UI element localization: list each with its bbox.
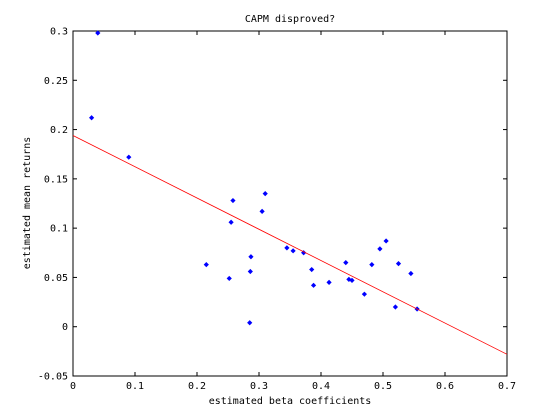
scatter-point [259,208,265,214]
x-axis-ticks: 0 0.1 0.2 0.3 0.4 0.5 0.6 0.7 [70,31,516,392]
scatter-point [383,238,389,244]
scatter-point [408,270,414,277]
plot-area [72,30,508,377]
x-tick-label: 0.1 [126,381,144,392]
scatter-point [369,262,375,268]
x-tick-label: 0.6 [436,381,454,392]
data-series [72,30,508,355]
x-tick-label: 0.5 [374,381,392,392]
scatter-point [361,291,367,297]
scatter-point [343,260,349,266]
y-tick-label: 0.15 [44,174,68,185]
scatter-point [392,304,398,310]
y-tick-label: 0 [62,322,68,333]
y-tick-label: 0.05 [44,273,68,284]
regression-line [72,135,508,355]
y-axis-ticks: -0.05 0 0.05 0.1 0.15 0.2 0.25 0.3 [38,27,507,383]
scatter-point [284,245,290,251]
scatter-point [326,279,332,285]
y-tick-label: -0.05 [38,372,68,383]
scatter-point [349,277,355,283]
chart-title: CAPM disproved? [245,14,335,25]
scatter-point [290,248,296,254]
scatter-point [247,268,253,275]
scatter-point [262,191,268,197]
y-axis-title: estimated mean returns [22,137,33,269]
scatter-point [395,261,402,267]
y-tick-label: 0.25 [44,76,68,87]
scatter-point [226,275,232,282]
scatter-point [346,276,352,282]
x-tick-label: 0.3 [250,381,268,392]
scatter-point [126,154,132,160]
x-tick-label: 0.4 [312,381,330,392]
scatter-point [89,115,95,121]
scatter-point [228,219,234,225]
x-tick-label: 0.2 [188,381,206,392]
scatter-point [309,266,315,273]
y-tick-label: 0.2 [50,125,68,136]
scatter-point [301,250,307,256]
x-tick-label: 0 [70,381,76,392]
scatter-point [310,282,317,288]
x-axis-title: estimated beta coefficients [209,396,372,407]
y-tick-label: 0.1 [50,224,68,235]
y-tick-label: 0.3 [50,27,68,38]
scatter-point [95,30,101,36]
scatter-point [248,254,254,260]
scatter-point [203,262,209,268]
scatter-point [247,320,253,326]
scatter-point [230,197,236,204]
scatter-point [377,246,383,252]
x-tick-label: 0.7 [498,381,516,392]
